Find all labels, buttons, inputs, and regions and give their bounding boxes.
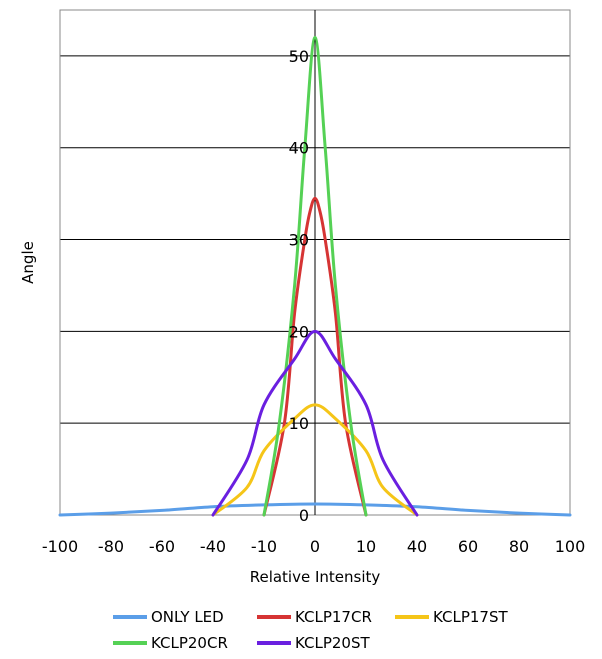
x-tick-label: 40 <box>407 537 427 556</box>
y-tick-label: 0 <box>299 506 309 525</box>
y-tick-label: 10 <box>289 414 309 433</box>
x-tick-label: 80 <box>509 537 529 556</box>
legend-label: KCLP20CR <box>151 634 228 652</box>
x-tick-label: -80 <box>98 537 124 556</box>
x-tick-label: -60 <box>149 537 175 556</box>
y-tick-label: 40 <box>289 139 309 158</box>
x-axis-title: Relative Intensity <box>250 568 381 586</box>
legend-label: ONLY LED <box>151 608 224 626</box>
x-tick-label: 10 <box>356 537 376 556</box>
series-line-only-led <box>58 502 572 517</box>
y-tick-label: 50 <box>289 47 309 66</box>
legend-label: KCLP17CR <box>295 608 372 626</box>
y-tick-label: 30 <box>289 231 309 250</box>
x-tick-label: -100 <box>42 537 78 556</box>
series-layer <box>58 36 572 517</box>
series-line-kclp17st <box>211 403 419 517</box>
y-axis-title: Angle <box>19 241 37 284</box>
legend: ONLY LED KCLP17CR KCLP17ST KCLP20CR KCLP20ST <box>113 608 509 652</box>
x-tick-label: 0 <box>310 537 320 556</box>
x-tick-label: 100 <box>555 537 586 556</box>
y-tick-label: 20 <box>289 322 309 341</box>
x-tick-label: 60 <box>458 537 478 556</box>
series-line-kclp20st <box>211 329 419 517</box>
legend-label: KCLP17ST <box>433 608 509 626</box>
x-tick-label: -10 <box>251 537 277 556</box>
x-tick-label: -40 <box>200 537 226 556</box>
legend-label: KCLP20ST <box>295 634 371 652</box>
